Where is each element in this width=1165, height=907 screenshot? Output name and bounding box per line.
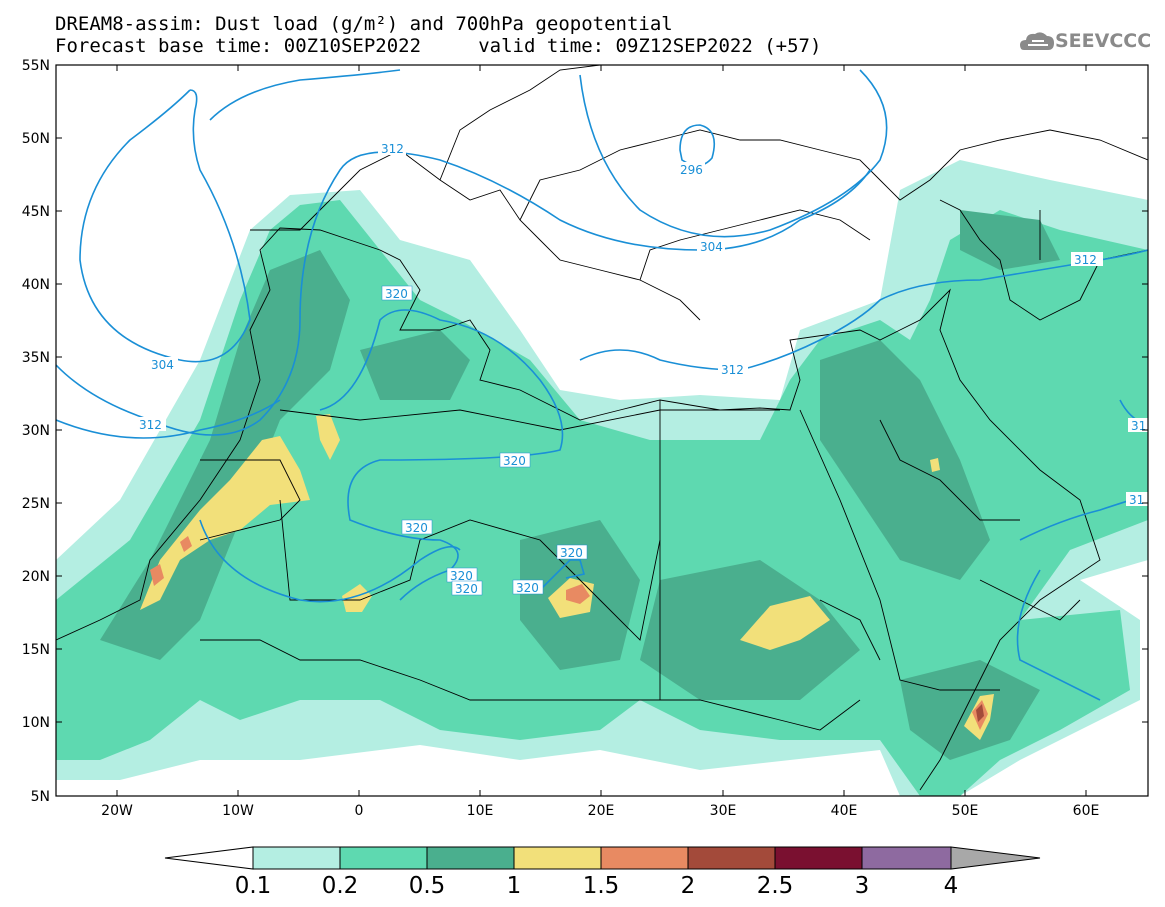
colorbar-label: 1 bbox=[507, 873, 522, 899]
lon-label: 60E bbox=[1073, 803, 1100, 819]
contour-label: 320 bbox=[401, 519, 433, 535]
colorbar-swatch bbox=[339, 846, 428, 870]
dust-level-2 bbox=[976, 704, 984, 722]
lat-label: 55N bbox=[22, 58, 50, 74]
contour-label: 304 bbox=[697, 239, 725, 254]
svg-text:320: 320 bbox=[516, 581, 539, 595]
colorbar-label: 0.1 bbox=[235, 873, 272, 899]
colorbar-label: 4 bbox=[944, 873, 959, 899]
dust-level-1-5 bbox=[180, 536, 192, 552]
contour-label: 312 bbox=[136, 417, 166, 432]
contour-label: 320 bbox=[381, 285, 413, 301]
map-subtitle-times: Forecast base time: 00Z10SEP2022 valid t… bbox=[55, 35, 822, 57]
lon-label: 30E bbox=[710, 803, 737, 819]
colorbar-label: 2.5 bbox=[757, 873, 794, 899]
longitude-axis bbox=[116, 65, 1087, 796]
contour-label: 312 bbox=[378, 141, 406, 156]
latitude-axis bbox=[56, 64, 1148, 797]
dust-level-1 bbox=[316, 414, 340, 460]
contour-label: 320 bbox=[556, 544, 588, 560]
lat-label: 40N bbox=[22, 277, 50, 293]
map-title: DREAM8-assim: Dust load (g/m²) and 700hP… bbox=[55, 13, 673, 35]
logo-text: SEEVCCC bbox=[1055, 30, 1152, 52]
colorbar-swatch bbox=[426, 846, 515, 870]
contour-label: 31 bbox=[1128, 418, 1148, 433]
colorbar-extend-low bbox=[164, 846, 254, 870]
lon-label: 50E bbox=[952, 803, 979, 819]
lat-label: 25N bbox=[22, 496, 50, 512]
dust-level-1 bbox=[342, 584, 372, 612]
latitude-labels: 55N 50N 45N 40N 35N 30N 25N 20N 15N 10N … bbox=[22, 58, 50, 805]
longitude-labels: 20W 10W 0 10E 20E 30E 40E 50E 60E bbox=[101, 803, 1099, 819]
colorbar-label: 0.5 bbox=[409, 873, 446, 899]
contour-label: 304 bbox=[148, 357, 178, 372]
lat-label: 35N bbox=[22, 350, 50, 366]
colorbar-label: 2 bbox=[681, 873, 696, 899]
contour-label: 31 bbox=[1126, 492, 1148, 507]
svg-text:304: 304 bbox=[700, 240, 723, 254]
svg-text:320: 320 bbox=[455, 582, 478, 596]
svg-text:312: 312 bbox=[381, 142, 404, 156]
contour-label: 320 bbox=[451, 580, 483, 596]
dust-layers bbox=[56, 160, 1148, 796]
lat-label: 50N bbox=[22, 131, 50, 147]
lat-label: 10N bbox=[22, 715, 50, 731]
coastlines-and-borders bbox=[56, 65, 1148, 791]
lat-label: 30N bbox=[22, 423, 50, 439]
svg-text:304: 304 bbox=[151, 358, 174, 372]
dust-level-0-5 bbox=[900, 660, 1040, 760]
colorbar-swatch bbox=[861, 846, 952, 870]
dust-level-1-5 bbox=[150, 564, 164, 586]
colorbar-swatch bbox=[774, 846, 863, 870]
contour-label: 296 bbox=[677, 162, 705, 177]
svg-text:320: 320 bbox=[503, 454, 526, 468]
colorbar-swatch bbox=[687, 846, 776, 870]
svg-text:312: 312 bbox=[139, 418, 162, 432]
lon-label: 10E bbox=[467, 803, 494, 819]
colorbar-swatch bbox=[600, 846, 689, 870]
lat-label: 15N bbox=[22, 642, 50, 658]
dust-level-1 bbox=[740, 596, 830, 650]
lon-label: 0 bbox=[355, 803, 364, 819]
svg-text:320: 320 bbox=[405, 521, 428, 535]
colorbar: 0.1 0.2 0.5 1 1.5 2 2.5 3 4 bbox=[164, 846, 1041, 899]
dust-level-1 bbox=[930, 458, 940, 472]
colorbar-label: 1.5 bbox=[583, 873, 620, 899]
lon-label: 40E bbox=[831, 803, 858, 819]
svg-text:320: 320 bbox=[385, 287, 408, 301]
svg-text:320: 320 bbox=[560, 546, 583, 560]
colorbar-swatch bbox=[252, 846, 341, 870]
contour-labels: 312 296 304 312 320 304 312 312 320 320 … bbox=[136, 141, 1148, 596]
lat-label: 20N bbox=[22, 569, 50, 585]
contour-label: 320 bbox=[499, 452, 531, 468]
svg-text:31: 31 bbox=[1129, 493, 1144, 507]
colorbar-extend-high bbox=[950, 846, 1041, 870]
lat-label: 45N bbox=[22, 204, 50, 220]
colorbar-label: 3 bbox=[855, 873, 870, 899]
contour-label: 320 bbox=[446, 567, 478, 583]
svg-text:312: 312 bbox=[1074, 253, 1097, 267]
svg-text:312: 312 bbox=[721, 363, 744, 377]
lon-label: 20E bbox=[588, 803, 615, 819]
seevccc-cloud-icon bbox=[1020, 32, 1054, 50]
dust-level-1-5 bbox=[566, 584, 590, 604]
svg-text:296: 296 bbox=[680, 163, 703, 177]
contour-label: 312 bbox=[718, 362, 748, 377]
contour-label: 320 bbox=[512, 579, 544, 595]
svg-text:320: 320 bbox=[450, 569, 473, 583]
dust-level-0-5 bbox=[360, 330, 470, 400]
dust-level-1 bbox=[140, 436, 310, 610]
svg-text:31: 31 bbox=[1131, 419, 1146, 433]
colorbar-swatch bbox=[513, 846, 602, 870]
lon-label: 20W bbox=[101, 803, 133, 819]
lon-label: 10W bbox=[222, 803, 254, 819]
colorbar-label: 0.2 bbox=[322, 873, 359, 899]
contour-label: 312 bbox=[1071, 252, 1101, 267]
dust-level-0-5 bbox=[960, 210, 1060, 270]
dust-level-0-5 bbox=[820, 340, 990, 580]
lat-label: 5N bbox=[31, 789, 50, 805]
